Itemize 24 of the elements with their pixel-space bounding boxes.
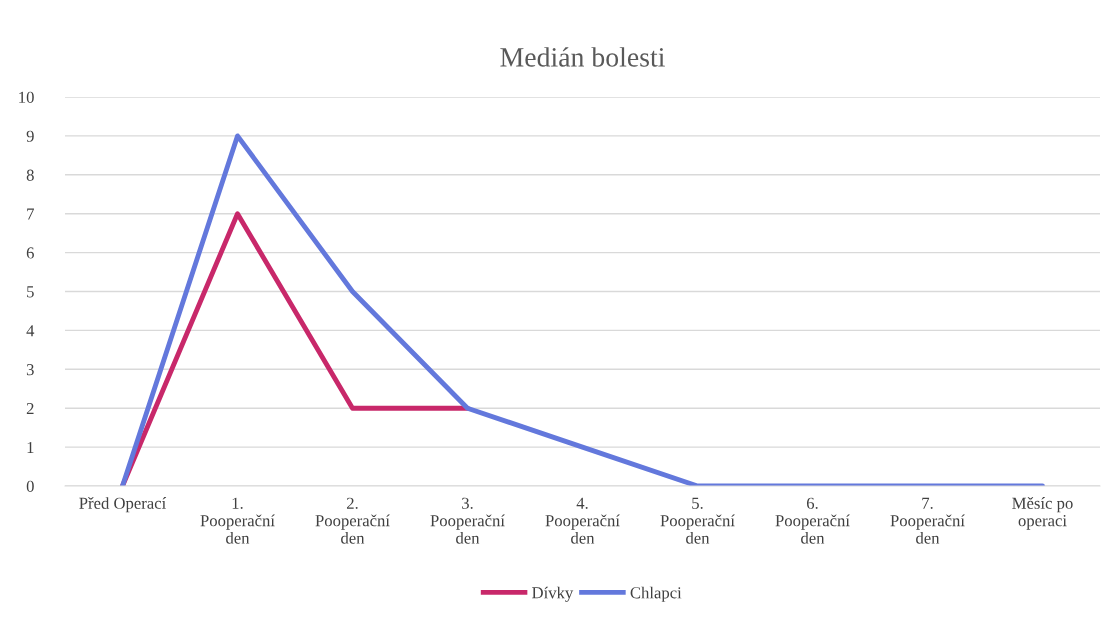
- x-tick-label: Měsíc po operaci: [1012, 497, 1073, 530]
- x-tick-label: 4. Pooperační den: [545, 497, 620, 544]
- chart-title: Medián bolesti: [500, 47, 665, 67]
- y-tick-label: 9: [26, 130, 34, 142]
- y-tick-label: 5: [27, 286, 34, 298]
- y-tick-label: 3: [26, 364, 34, 376]
- x-tick-label: 1. Pooperační den: [200, 497, 275, 544]
- y-tick-label: 1: [27, 441, 34, 453]
- y-tick-label: 10: [19, 91, 34, 103]
- legend-label: Chlapci: [630, 586, 682, 602]
- y-tick-label: 2: [26, 402, 34, 414]
- legend-label: Dívky: [532, 586, 574, 602]
- x-tick-label: 3. Pooperační den: [430, 497, 505, 544]
- y-tick-label: 6: [26, 247, 34, 259]
- y-tick-label: 0: [26, 480, 34, 492]
- x-tick-label: 7. Pooperační den: [890, 497, 965, 544]
- y-tick-label: 8: [26, 169, 34, 181]
- x-tick-label: 5. Pooperační den: [660, 497, 735, 544]
- x-tick-label: 6. Pooperační den: [775, 497, 850, 544]
- y-tick-label: 7: [27, 208, 34, 220]
- x-tick-label: Před Operací: [79, 497, 167, 513]
- y-tick-label: 4: [26, 325, 35, 337]
- x-tick-label: 2. Pooperační den: [315, 497, 390, 544]
- line-series: [120, 133, 1045, 486]
